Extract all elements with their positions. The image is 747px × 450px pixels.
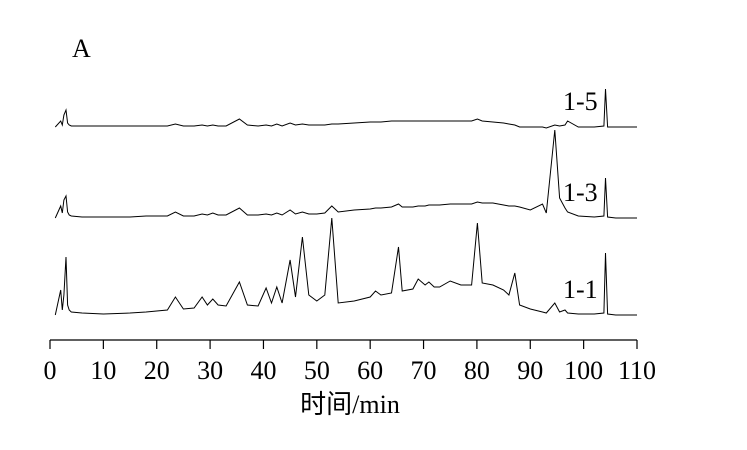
x-tick-label: 110 — [618, 356, 656, 385]
series-label: 1-3 — [563, 178, 598, 207]
series-label: 1-1 — [563, 275, 598, 304]
x-tick-label: 30 — [197, 356, 223, 385]
x-axis-title: 时间/min — [300, 390, 400, 419]
x-tick-label: 20 — [144, 356, 170, 385]
series-label: 1-5 — [563, 87, 598, 116]
x-tick-label: 80 — [464, 356, 490, 385]
x-tick-label: 10 — [90, 356, 116, 385]
x-tick-label: 90 — [517, 356, 543, 385]
trace — [54, 217, 637, 316]
x-tick-label: 0 — [44, 356, 57, 385]
x-tick-label: 100 — [564, 356, 603, 385]
panel-label: A — [72, 34, 91, 63]
x-tick-label: 70 — [411, 356, 437, 385]
x-tick-label: 60 — [357, 356, 383, 385]
trace — [54, 129, 637, 219]
x-tick-label: 50 — [304, 356, 330, 385]
x-tick-label: 40 — [250, 356, 276, 385]
trace — [54, 88, 637, 129]
